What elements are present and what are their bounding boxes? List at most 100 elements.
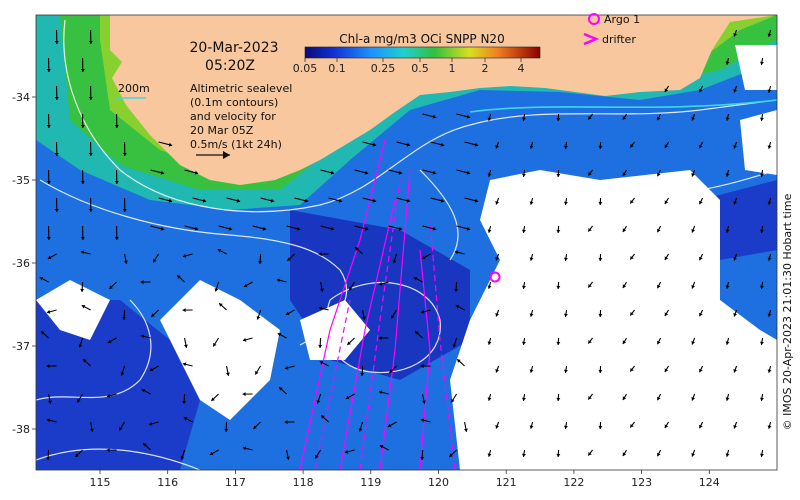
velocity-arrow-head — [255, 370, 259, 375]
drifter-legend-icon — [583, 32, 600, 46]
velocity-arrow-head — [77, 398, 81, 403]
velocity-arrow-head — [588, 395, 592, 400]
velocity-arrow-head — [54, 96, 59, 100]
velocity-arrow-head — [529, 369, 534, 373]
velocity-arrow-head — [521, 173, 526, 177]
velocity-arrow-head — [733, 425, 738, 429]
velocity-arrow-head — [521, 117, 526, 121]
velocity-arrow-head — [454, 288, 459, 292]
velocity-arrow-head — [88, 96, 93, 100]
velocity-arrow-head — [209, 451, 214, 456]
velocity-arrow-head — [657, 228, 661, 233]
velocity-arrow-head — [521, 397, 526, 401]
velocity-arrow-head — [495, 145, 500, 149]
velocity-arrow-head — [80, 180, 85, 184]
velocity-arrow-head — [80, 250, 85, 255]
velocity-arrow-head — [347, 341, 351, 345]
velocity-arrow-head — [664, 312, 669, 316]
velocity-arrow-head — [202, 198, 207, 203]
velocity-arrow-head — [622, 284, 627, 288]
velocity-arrow-head — [284, 365, 289, 370]
velocity-arrow-head — [122, 316, 127, 320]
colorbar-tick-label: 0.05 — [293, 62, 318, 75]
velocity-arrow-head — [495, 313, 500, 317]
map-date: 20-Mar-2023 — [189, 40, 278, 56]
velocity-arrow-head — [691, 173, 696, 177]
velocity-arrow-head — [318, 306, 323, 311]
lon-tick-label: 122 — [563, 476, 584, 489]
map-time: 05:20Z — [205, 58, 255, 74]
velocity-arrow-head — [330, 226, 335, 231]
velocity-arrow-head — [46, 309, 51, 314]
velocity-arrow-head — [114, 124, 119, 128]
velocity-arrow-head — [316, 400, 321, 404]
colorbar-title: Chl-a mg/m3 OCi SNPP N20 — [339, 32, 504, 46]
velocity-arrow-head — [556, 285, 561, 289]
latitude-axis: -34 -35 -36 -37 -38 — [12, 91, 36, 436]
lon-tick-label: 120 — [428, 476, 449, 489]
velocity-arrow-head — [387, 423, 392, 428]
velocity-arrow-head — [664, 368, 669, 372]
velocity-arrow-head — [47, 400, 52, 404]
velocity-arrow-head — [630, 423, 634, 428]
velocity-arrow-head — [338, 198, 343, 203]
velocity-arrow-head — [440, 142, 445, 147]
velocity-arrow-head — [630, 143, 634, 148]
velocity-arrow-head — [733, 257, 738, 261]
velocity-arrow-head — [296, 226, 301, 231]
velocity-arrow-head — [140, 280, 144, 285]
velocity-arrow-head — [391, 314, 395, 319]
velocity-arrow-head — [46, 364, 50, 369]
velocity-arrow-head — [563, 257, 568, 261]
velocity-arrows — [39, 29, 772, 461]
velocity-arrow-head — [725, 341, 730, 345]
velocity-arrow-head — [529, 425, 534, 429]
lat-tick-label: -37 — [12, 340, 30, 353]
velocity-arrow-head — [657, 116, 661, 121]
velocity-arrow-head — [287, 257, 291, 261]
velocity-scale-arrow — [223, 151, 230, 159]
velocity-arrow-head — [759, 397, 764, 401]
argo-legend-label: Argo 1 — [604, 13, 640, 26]
velocity-arrow-head — [256, 316, 261, 320]
velocity-arrow-head — [432, 114, 437, 119]
velocity-arrow-head — [318, 344, 323, 348]
velocity-arrow-head — [588, 283, 592, 288]
velocity-arrow-head — [691, 341, 696, 345]
velocity-arrow-head — [258, 260, 263, 264]
velocity-arrow-head — [54, 208, 59, 212]
velocity-arrow-head — [487, 397, 492, 401]
velocity-arrow-head — [664, 88, 669, 92]
velocity-arrow-head — [759, 173, 764, 177]
velocity-arrow-head — [321, 415, 325, 419]
lon-tick-label: 124 — [699, 476, 720, 489]
velocity-legend-line-5: 0.5m/s (1kt 24h) — [190, 138, 282, 151]
velocity-arrow-head — [141, 388, 146, 393]
velocity-arrow-head — [279, 387, 283, 391]
lon-tick-label: 121 — [496, 476, 517, 489]
velocity-arrow-head — [54, 40, 59, 44]
velocity-arrow-head — [521, 285, 526, 289]
velocity-arrow-head — [759, 341, 764, 345]
velocity-arrow-head — [664, 424, 669, 428]
velocity-arrow-head — [106, 393, 111, 398]
velocity-arrow-head — [149, 367, 154, 372]
velocity-arrow-head — [487, 453, 492, 457]
velocity-arrow-head — [699, 424, 703, 429]
velocity-arrow-head — [767, 201, 772, 205]
sealevel-contours — [36, 19, 777, 470]
velocity-arrow-head — [211, 397, 215, 401]
lon-tick-label: 116 — [157, 476, 178, 489]
velocity-arrow-head — [54, 152, 59, 156]
velocity-arrow-head — [622, 340, 627, 344]
velocity-arrow-head — [119, 426, 123, 431]
velocity-arrow-head — [455, 304, 460, 309]
velocity-arrow-head — [563, 145, 568, 149]
velocity-arrow-head — [122, 152, 127, 156]
velocity-arrow-head — [622, 228, 627, 232]
velocity-arrow-head — [109, 285, 113, 289]
velocity-arrow-head — [319, 360, 324, 365]
velocity-arrow-head — [41, 331, 45, 335]
velocity-arrow-head — [182, 400, 187, 404]
velocity-arrow-head — [563, 425, 568, 429]
